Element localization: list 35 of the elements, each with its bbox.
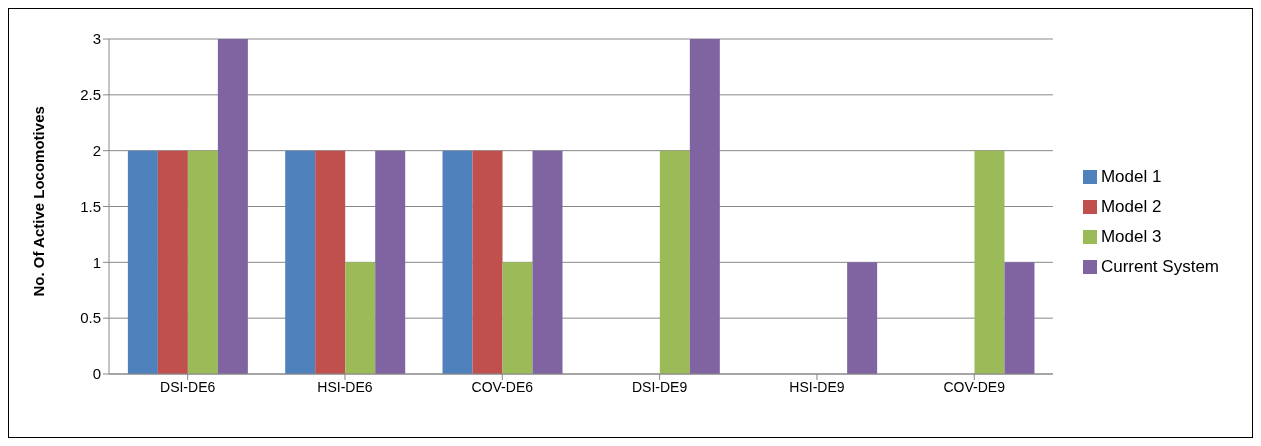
bar xyxy=(472,150,503,374)
legend-label: Model 2 xyxy=(1100,196,1162,216)
y-tick-label: 3 xyxy=(92,30,101,48)
bar xyxy=(442,150,473,374)
bar xyxy=(127,150,158,374)
x-tick-label: COV-DE9 xyxy=(943,378,1006,395)
legend-label: Model 3 xyxy=(1100,226,1162,246)
bar xyxy=(285,150,316,374)
x-tick-label: DSI-DE9 xyxy=(631,378,688,395)
bar xyxy=(345,262,376,374)
bar xyxy=(532,150,563,374)
bar xyxy=(157,150,188,374)
bar xyxy=(315,150,346,374)
bar xyxy=(1004,262,1035,374)
bar xyxy=(974,150,1005,374)
y-tick-label: 1.5 xyxy=(80,197,101,215)
y-tick-label: 2 xyxy=(92,141,101,159)
bar xyxy=(187,150,218,374)
x-tick-label: HSI-DE9 xyxy=(789,378,845,395)
x-tick-label: HSI-DE6 xyxy=(317,378,373,395)
bar xyxy=(659,150,690,374)
bar xyxy=(502,262,533,374)
x-tick-label: DSI-DE6 xyxy=(160,378,216,395)
bar xyxy=(375,150,406,374)
y-tick-label: 0 xyxy=(92,365,101,383)
x-tick-label: COV-DE6 xyxy=(471,378,534,395)
y-tick-label: 2.5 xyxy=(80,86,101,104)
legend-label: Model 1 xyxy=(1100,166,1162,186)
bar xyxy=(689,39,720,374)
y-tick-label: 1 xyxy=(92,253,101,271)
bar xyxy=(217,39,248,374)
y-axis-title: No. Of Active Locomotives xyxy=(30,106,48,297)
legend-label: Current System xyxy=(1100,256,1219,276)
y-tick-label: 0.5 xyxy=(80,309,101,327)
bar xyxy=(847,262,878,374)
